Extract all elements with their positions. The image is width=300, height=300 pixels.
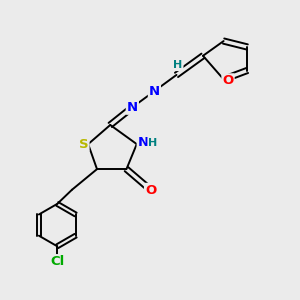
Text: H: H: [148, 138, 158, 148]
Text: N: N: [149, 85, 160, 98]
Text: N: N: [138, 136, 149, 149]
Text: N: N: [127, 101, 138, 114]
Text: O: O: [145, 184, 156, 197]
Text: H: H: [173, 60, 183, 70]
Text: Cl: Cl: [50, 255, 64, 268]
Text: O: O: [222, 74, 234, 87]
Text: S: S: [79, 138, 88, 151]
